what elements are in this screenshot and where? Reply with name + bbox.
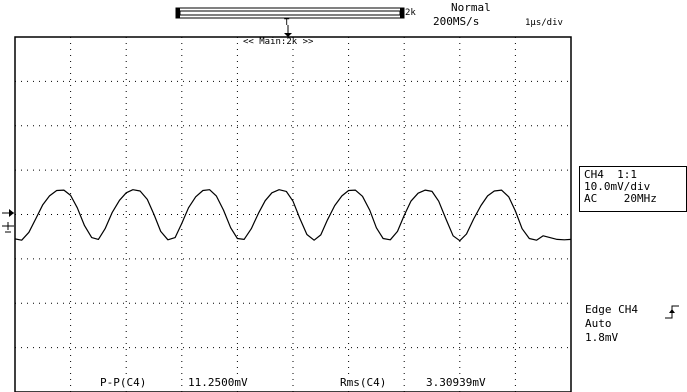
channel-coupling: AC 20MHz <box>584 192 657 205</box>
acquisition-mode: Normal <box>451 1 491 14</box>
memory-position-bar <box>175 7 405 19</box>
pp-measurement-value: 11.2500mV <box>188 376 248 389</box>
rms-measurement-label: Rms(C4) <box>340 376 387 389</box>
trigger-level-marker <box>2 209 14 217</box>
trigger-mode: Auto <box>585 317 612 330</box>
trigger-position-arrow <box>284 25 292 37</box>
channel-vdiv: 10.0mV/div <box>584 180 651 193</box>
pp-measurement-label: P-P(C4) <box>100 376 147 389</box>
trigger-type: Edge CH4 <box>585 303 638 316</box>
rising-edge-icon <box>665 305 679 319</box>
trigger-level: 1.8mV <box>585 331 619 344</box>
channel-probe: CH4 1:1 <box>584 168 637 181</box>
graticule-grid <box>15 37 571 392</box>
channel-ground-marker <box>2 222 14 233</box>
graticule-frame <box>14 36 572 392</box>
sample-rate: 200MS/s <box>433 15 480 28</box>
waveform-trace <box>14 189 572 242</box>
channel-info-box: CH4 1:1 10.0mV/div AC 20MHz <box>579 166 687 212</box>
memory-length-label: 2k <box>405 8 416 18</box>
trigger-position-label: T <box>284 18 290 28</box>
zoom-window-label: << Main:2k >> <box>243 37 314 47</box>
timebase: 1µs/div <box>525 18 563 28</box>
rms-measurement-value: 3.30939mV <box>426 376 486 389</box>
